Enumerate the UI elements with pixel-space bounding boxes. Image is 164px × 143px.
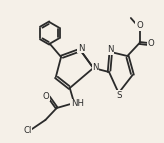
Text: O: O [136, 21, 143, 30]
Text: N: N [107, 45, 113, 54]
Text: NH: NH [71, 99, 84, 108]
Text: S: S [117, 91, 122, 100]
Text: Cl: Cl [23, 126, 32, 135]
Text: O: O [147, 39, 154, 48]
Text: O: O [43, 92, 49, 101]
Text: N: N [78, 44, 84, 53]
Text: N: N [92, 63, 99, 72]
